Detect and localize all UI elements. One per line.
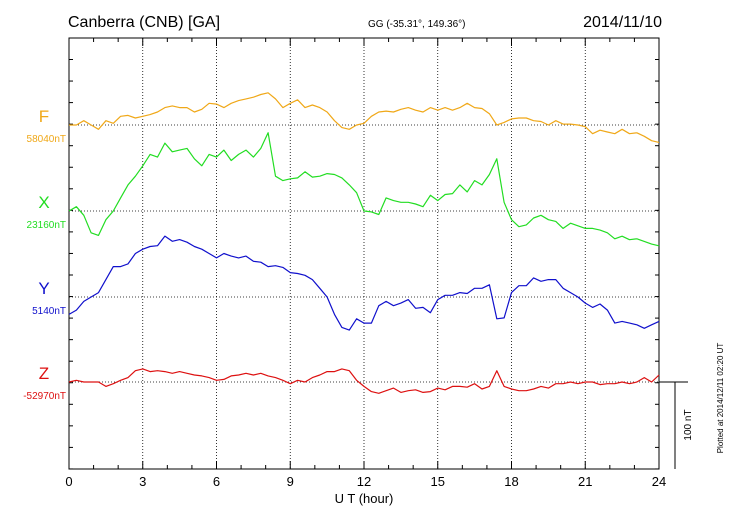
x-tick-label: 24 [652, 474, 666, 489]
plotted-timestamp: Plotted at 2014/12/11 02:20 UT [716, 343, 725, 454]
series-name-X: X [38, 193, 49, 212]
series-baseline-F: 58040nT [27, 134, 66, 145]
x-tick-label: 9 [287, 474, 294, 489]
series-name-Z: Z [39, 364, 49, 383]
station-coordinates: GG (-35.31°, 149.36°) [368, 19, 466, 30]
scale-bar: 100 nT [659, 381, 694, 469]
series-line-F [69, 92, 660, 143]
series-lines [68, 92, 660, 394]
series-name-F: F [39, 107, 49, 126]
x-tick-label: 6 [213, 474, 220, 489]
series-labels: F 58040nT X 23160nT Y 5140nT Z -52970nT [23, 107, 66, 402]
x-axis-label: U T (hour) [335, 491, 394, 506]
series-line-X [68, 132, 660, 247]
x-tick-label: 12 [357, 474, 371, 489]
series-baseline-X: 23160nT [27, 220, 66, 231]
x-tick-label: 21 [578, 474, 592, 489]
series-line-Z [68, 368, 660, 394]
x-tick-label: 15 [431, 474, 445, 489]
series-line-Y [68, 235, 660, 331]
series-name-Y: Y [38, 279, 49, 298]
x-tick-label: 0 [65, 474, 72, 489]
baseline-gridlines [69, 124, 659, 383]
x-tick-label: 18 [504, 474, 518, 489]
station-title: Canberra (CNB) [GA] [68, 14, 220, 31]
axis-ticks [68, 38, 660, 470]
scale-bar-label: 100 nT [683, 409, 694, 440]
x-tick-labels: 0 3 6 9 12 15 18 21 24 [65, 474, 666, 489]
series-baseline-Z: -52970nT [23, 391, 66, 402]
series-baseline-Y: 5140nT [32, 306, 66, 317]
date-label: 2014/11/10 [583, 14, 662, 31]
x-tick-label: 3 [139, 474, 146, 489]
